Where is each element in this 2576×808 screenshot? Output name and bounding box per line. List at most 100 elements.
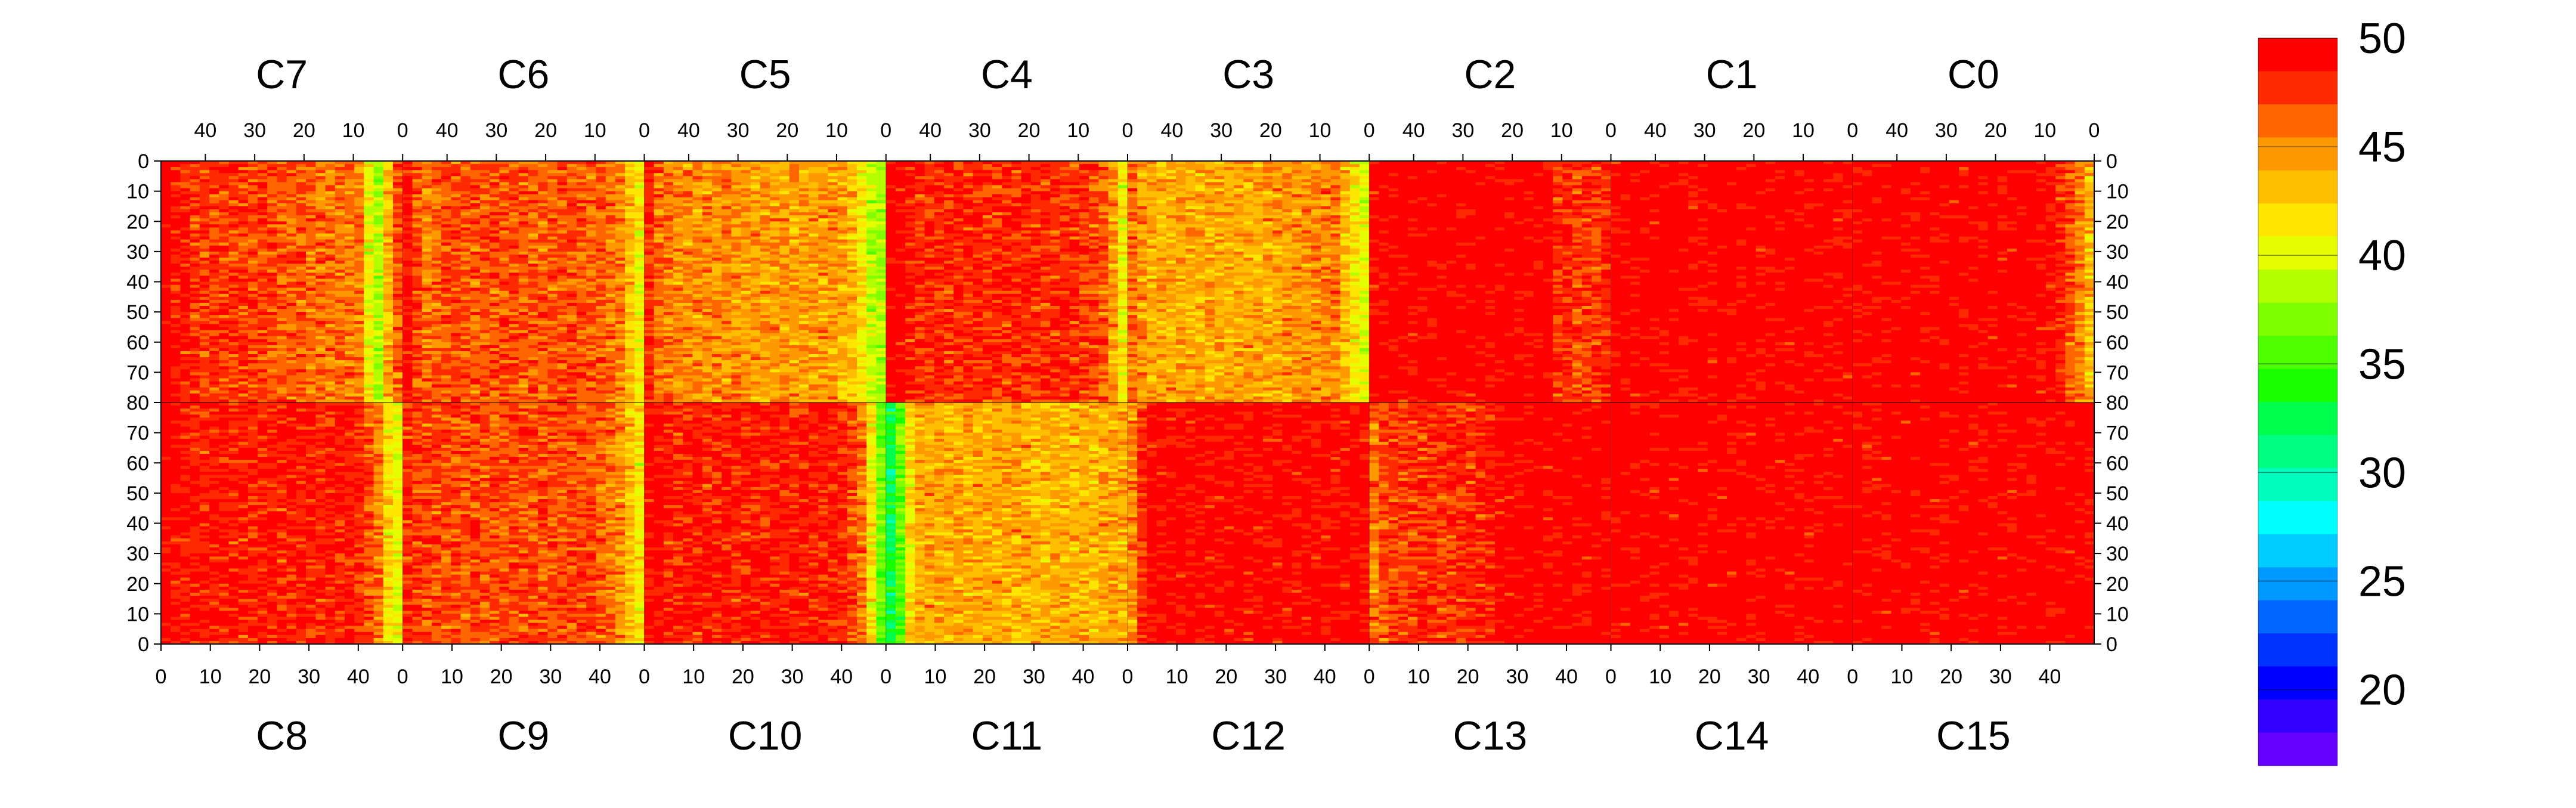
heatmap-cell [354,324,364,328]
heatmap-cell [460,381,471,385]
heatmap-cell [683,254,693,258]
heatmap-cell [296,357,306,361]
heatmap-cell [722,236,732,240]
heatmap-cell [538,333,548,337]
heatmap-cell [460,396,471,400]
heatmap-cell [219,354,230,358]
heatmap-cell [161,366,171,370]
heatmap-cell [460,384,471,388]
heatmap-cell [383,191,394,195]
heatmap-cell [296,327,306,331]
heatmap-cell [712,312,722,315]
heatmap-cell [199,230,210,234]
heatmap-cell [577,251,587,255]
heatmap-cell [547,354,558,358]
heatmap-cell [615,221,626,225]
heatmap-cell [345,315,355,318]
heatmap-cell [209,393,219,397]
heatmap-cell [258,336,268,340]
heatmap-cell [180,227,191,231]
heatmap-cell [306,236,316,240]
heatmap-cell [441,182,451,186]
heatmap-cell [219,336,230,340]
heatmap-cell [364,330,374,334]
heatmap-cell [190,327,200,331]
heatmap-cell [171,299,181,304]
heatmap-cell [596,366,606,370]
heatmap-cell [325,270,336,273]
heatmap-cell [460,176,471,179]
heatmap-cell [712,221,722,225]
heatmap-cell [596,188,606,192]
heatmap-cell [577,351,587,355]
heatmap-cell [470,258,481,261]
heatmap-cell [596,164,606,168]
heatmap-cell [277,173,287,177]
heatmap-cell [722,273,732,276]
heatmap-cell [577,203,587,207]
heatmap-cell [586,296,596,301]
heatmap-cell [470,396,481,400]
heatmap-cell [219,164,230,168]
heatmap-cell [460,170,471,174]
heatmap-cell [683,342,693,346]
heatmap-cell [354,372,364,376]
heatmap-cell [238,333,249,337]
heatmap-cell [615,275,626,280]
heatmap-cell [199,360,210,364]
heatmap-cell [209,209,219,213]
heatmap-cell [267,309,278,312]
heatmap-cell [199,333,210,337]
heatmap-cell [741,245,751,249]
heatmap-cell [441,206,451,210]
heatmap-cell [750,363,761,367]
heatmap-cell [760,227,770,231]
heatmap-cell [538,387,548,391]
heatmap-cell [490,242,500,246]
heatmap-cell [596,327,606,331]
heatmap-cell [451,290,462,295]
heatmap-cell [219,369,230,373]
heatmap-cell [190,366,200,370]
heatmap-cell [663,251,674,255]
heatmap-cell [393,209,403,213]
heatmap-cell [161,384,171,388]
heatmap-cell [712,236,722,240]
heatmap-cell [741,342,751,346]
heatmap-cell [566,381,577,385]
heatmap-cell [306,230,316,234]
heatmap-cell [750,239,761,243]
heatmap-cell [258,203,268,207]
heatmap-cell [451,275,462,280]
heatmap-cell [422,239,432,243]
heatmap-cell [712,233,722,237]
heatmap-cell [306,387,316,391]
heatmap-cell [490,290,500,295]
heatmap-cell [479,302,490,307]
heatmap-cell [296,194,306,198]
heatmap-cell [345,242,355,246]
heatmap-cell [277,302,287,307]
heatmap-cell [228,354,239,358]
heatmap-cell [247,267,258,270]
heatmap-cell [547,372,558,376]
heatmap-cell [460,357,471,361]
heatmap-cell [354,242,364,246]
heatmap-cell [577,327,587,331]
heatmap-cell [383,327,394,331]
heatmap-cell [180,275,191,280]
heatmap-cell [238,206,249,210]
heatmap-cell [528,372,538,376]
heatmap-cell [402,372,413,376]
heatmap-cell [296,384,306,388]
heatmap-cell [654,339,664,343]
heatmap-cell [760,206,770,210]
heatmap-cell [228,191,239,195]
heatmap-cell [247,302,258,307]
heatmap-cell [354,354,364,358]
heatmap-cell [247,381,258,385]
heatmap-cell [712,191,722,195]
heatmap-cell [490,221,500,225]
heatmap-cell [557,182,568,186]
heatmap-cell [596,381,606,385]
